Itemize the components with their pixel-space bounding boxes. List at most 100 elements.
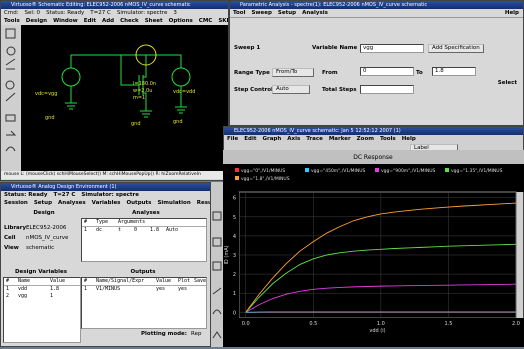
header-cell: Type [94,219,116,226]
variable-label: Variable Name [312,45,357,51]
schematic-window: Virtuoso® Schematic Editing: ELEC952-200… [0,0,229,181]
header-cell: Save [192,278,208,285]
step-select[interactable]: Auto [272,85,310,94]
to-label: To [416,70,423,76]
schematic-label: vdc=vdd [173,89,195,95]
menu-item[interactable]: Setup [34,200,52,206]
menu-item[interactable]: Add [102,18,114,24]
status-item: T=27 C [53,192,75,198]
menu-item[interactable]: Sweep [251,10,271,16]
menu-item[interactable]: File [227,136,238,142]
menu-item[interactable]: Tools [380,136,396,142]
total-steps-field[interactable] [360,85,414,94]
menu-item[interactable]: Session [4,200,28,206]
range-select[interactable]: From/To [272,68,314,77]
x-tick-label: 0.0 [242,321,250,327]
header-cell: Name/Signal/Expr [94,278,154,285]
tool-icons [1,25,21,171]
menu-item[interactable]: Results [197,200,211,206]
menu-item[interactable]: Analysis [302,10,328,16]
to-field[interactable]: 1.8 [432,67,476,76]
menu-item[interactable]: Options [169,18,193,24]
menu-item[interactable]: Marker [329,136,351,142]
menu-item[interactable]: Tools [4,18,20,24]
y-axis-label: ID (mA) [224,245,230,264]
select-label[interactable]: Select [498,80,517,86]
menu-item[interactable]: Design [26,18,47,24]
menu-item[interactable]: Graph [262,136,281,142]
y-tick-label: 1 [233,291,236,297]
y-tick-label: 0 [233,310,236,316]
menu-item[interactable]: Setup [278,10,296,16]
step-label: Step Control [234,87,273,93]
x-tick-label: 1.5 [444,321,452,327]
design-key: Cell [4,233,26,243]
design-value: schematic [26,245,54,251]
status-item: Status: Ready [46,10,84,16]
variable-field[interactable]: vgg [360,44,424,53]
x-axis-label: vdd (i) [369,328,385,334]
status-item: Simulator: spectre [81,192,139,198]
title-bar: Virtuoso® Schematic Editing: ELEC952-200… [1,1,228,9]
design-key: View [4,243,26,253]
menu-item[interactable]: Window [53,18,78,24]
menu-item[interactable]: Outputs [126,200,151,206]
cell: 1.8 [48,286,70,293]
status-item: 3 [173,10,177,16]
header-cell: # [82,219,94,226]
help-menu[interactable]: Help [505,10,519,16]
schematic-label: gnd [45,115,55,121]
schematic-label: l=180.0n [133,81,156,87]
legend-label: vgg="450m",/V1/MINUS [311,168,366,174]
cell: 1 [82,286,94,293]
design-value: ELEC952-2006 [26,225,66,231]
plotting-mode-label: Plotting mode: [141,331,187,337]
menu-item[interactable]: Edit [244,136,256,142]
status-item: Sel: 0 [25,10,41,16]
cell: vdd [16,286,48,293]
menu-item[interactable]: CMC [199,18,213,24]
menu-bar: Session Setup Analyses Variables Outputs Simu… [1,199,210,207]
add-spec-button[interactable]: Add Specification [428,44,484,53]
cell: 1.8 [148,227,164,234]
plotting-mode-value[interactable]: Rep [191,331,201,337]
schematic-label: gnd [173,119,183,125]
menu-item[interactable]: Sheet [145,18,163,24]
menu-bar: Tools Design Window Edit Add Check Sheet Option… [1,17,228,25]
menu-item[interactable]: Axis [287,136,300,142]
legend-swatch [235,168,239,172]
y-tick-label: 6 [233,196,236,202]
legend-label: vgg="0",/V1/MINUS [241,168,285,174]
sweep-label: Sweep 1 [234,45,260,51]
menu-item[interactable]: SKILL [218,18,229,24]
menu-item[interactable]: Tool [233,10,245,16]
menu-item[interactable]: Variables [92,200,121,206]
design-heading: Design [1,210,87,216]
title-bar: ELEC952-2006 nMOS_IV_curve schematic: Ja… [224,127,523,135]
menu-item[interactable]: Check [120,18,139,24]
menu-item[interactable]: Trace [306,136,323,142]
header-cell: Name [16,278,48,285]
status-item: Cmd: [4,10,19,16]
total-steps-label: Total Steps [322,87,356,93]
schematic-label: m=1 [133,95,145,101]
x-tick-label: 2.0 [512,321,520,327]
x-tick-label: 1.0 [377,321,385,327]
title-bar: Parametric Analysis - spectre(1): ELEC95… [230,1,523,9]
menu-item[interactable]: Analyses [58,200,86,206]
menu-item[interactable]: Help [402,136,416,142]
from-field[interactable]: 0 [360,67,414,76]
menu-item[interactable]: Simulation [157,200,190,206]
menu-item[interactable]: Edit [84,18,96,24]
legend-swatch [445,168,449,172]
menu-item[interactable]: Zoom [357,136,374,142]
